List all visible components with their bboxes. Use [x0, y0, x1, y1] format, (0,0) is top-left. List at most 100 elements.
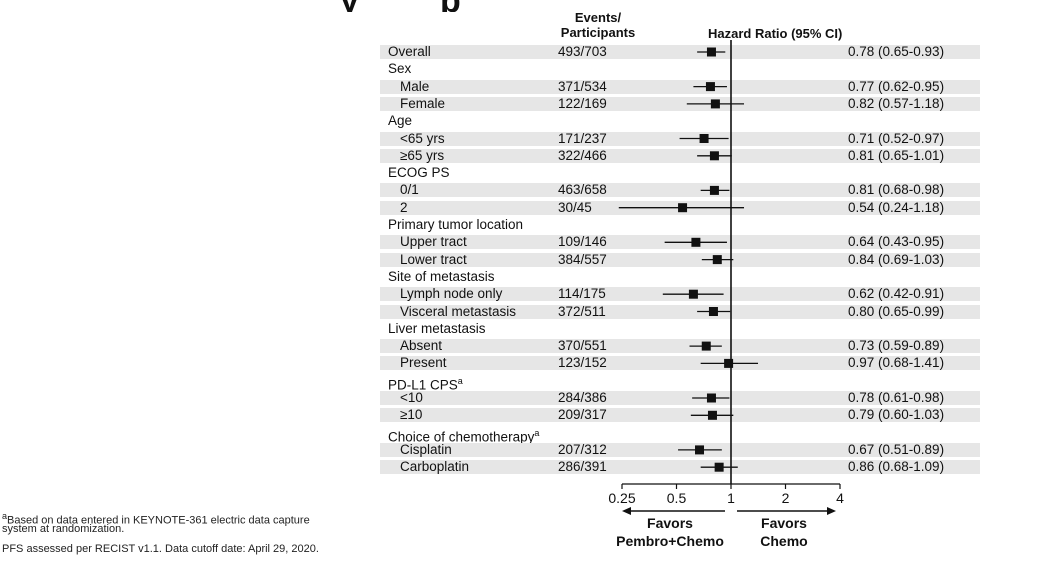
favors-left-label: Favors: [647, 515, 693, 531]
row-count: 463/658: [558, 182, 607, 198]
row-ci-text: 0.81 (0.65-1.01): [848, 147, 945, 163]
title-fragment: y p: [0, 0, 1064, 12]
row-label: ECOG PS: [388, 165, 450, 181]
hr-point: [709, 151, 719, 161]
row-ci-text: 0.84 (0.69-1.03): [848, 251, 945, 267]
row-ci-text: 0.54 (0.24-1.18): [848, 199, 945, 215]
row-ci-text: 0.77 (0.62-0.95): [848, 78, 945, 94]
footnote-marker: a: [2, 511, 8, 521]
row-count: 209/317: [558, 407, 607, 423]
row-count: 114/175: [558, 286, 606, 302]
events-header: Events/ Participants: [548, 10, 648, 40]
row-label: Present: [400, 355, 447, 371]
hr-point: [708, 307, 718, 316]
row-label: Overall: [388, 44, 431, 59]
row-count: 493/703: [558, 44, 607, 59]
hr-point: [714, 462, 724, 472]
x-tick-label: 2: [782, 490, 790, 506]
row-count: 171/237: [558, 130, 607, 146]
row-label: Primary tumor location: [388, 217, 524, 232]
footnote-line2: system at randomization.: [2, 523, 125, 535]
hr-point: [688, 289, 698, 299]
row-band: [380, 339, 980, 354]
row-ci-text: 0.64 (0.43-0.95): [848, 234, 945, 250]
row-label: Sex: [388, 61, 412, 77]
events-header-line2: Participants: [560, 25, 636, 40]
row-label: Absent: [400, 338, 443, 354]
row-ci-text: 0.73 (0.59-0.89): [848, 338, 945, 354]
row-count: 371/534: [558, 78, 607, 94]
row-count: 322/466: [558, 147, 607, 163]
row-ci-text: 0.97 (0.68-1.41): [848, 355, 945, 371]
row-ci-text: 0.79 (0.60-1.03): [848, 407, 945, 423]
row-ci-text: 0.86 (0.68-1.09): [848, 459, 945, 475]
row-label: <10: [400, 390, 423, 405]
row-ci-text: 0.82 (0.57-1.18): [848, 95, 945, 111]
x-tick-label: 4: [836, 490, 844, 506]
x-tick-label: 0.5: [667, 490, 687, 506]
hr-point: [707, 410, 717, 420]
favors-right-arrowhead: [827, 507, 836, 515]
x-tick-label: 1: [727, 490, 735, 506]
row-band: [380, 45, 980, 59]
row-label: PD-L1 CPSa: [388, 375, 463, 393]
row-label: Carboplatin: [400, 459, 470, 475]
events-header-line1: Events/: [574, 10, 622, 25]
row-count: 370/551: [558, 338, 607, 354]
hr-point: [706, 393, 716, 403]
row-label: Male: [400, 78, 430, 94]
title-fragment-right: p: [440, 0, 461, 12]
row-label: Lymph node only: [400, 286, 503, 302]
row-label-sup: a: [534, 427, 540, 438]
hr-point: [709, 185, 719, 195]
hr-point: [706, 47, 716, 57]
row-count: 286/391: [558, 459, 607, 475]
row-ci-text: 0.80 (0.65-0.99): [848, 303, 945, 319]
row-band: [380, 356, 980, 371]
row-label: Site of metastasis: [388, 268, 495, 284]
hr-header: Hazard Ratio (95% CI): [708, 26, 843, 41]
row-count: 384/557: [558, 251, 607, 267]
row-band: [380, 183, 980, 198]
row-band: [380, 391, 980, 405]
row-count: 284/386: [558, 390, 607, 405]
row-band: [380, 304, 980, 319]
favors-right-label: Favors: [761, 515, 807, 531]
row-label: Female: [400, 95, 446, 111]
row-ci-text: 0.81 (0.68-0.98): [848, 182, 945, 198]
row-label: <65 yrs: [400, 130, 445, 146]
row-label: 0/1: [400, 182, 419, 198]
row-band: [380, 408, 980, 423]
row-label: Visceral metastasis: [400, 303, 517, 319]
row-label: Upper tract: [400, 234, 467, 250]
row-label: Choice of chemotherapya: [388, 427, 540, 445]
row-count: 30/45: [558, 199, 592, 215]
row-ci-text: 0.78 (0.61-0.98): [848, 390, 945, 405]
row-ci-text: 0.67 (0.51-0.89): [848, 441, 945, 457]
row-label-sup: a: [457, 375, 463, 386]
row-ci-text: 0.78 (0.65-0.93): [848, 44, 945, 59]
row-band: [380, 460, 980, 475]
row-count: 123/152: [558, 355, 607, 371]
row-count: 109/146: [558, 234, 607, 250]
hr-point: [724, 358, 734, 368]
row-band: [380, 252, 980, 267]
row-band: [380, 96, 980, 111]
row-label: ≥10: [400, 407, 423, 423]
row-count: 207/312: [558, 441, 607, 457]
x-tick-label: 0.25: [608, 490, 635, 506]
hr-point: [705, 82, 715, 92]
hr-point: [710, 99, 720, 109]
row-band: [380, 79, 980, 94]
row-count: 122/169: [558, 95, 607, 111]
hr-point: [712, 255, 722, 265]
footnote-line1: aBased on data entered in KEYNOTE-361 el…: [2, 511, 310, 527]
hr-point: [695, 445, 705, 455]
hr-point: [678, 203, 688, 213]
favors-right-label: Chemo: [760, 533, 807, 549]
footnote-line3: PFS assessed per RECIST v1.1. Data cutof…: [2, 543, 319, 555]
row-label: ≥65 yrs: [400, 147, 445, 163]
hr-point: [691, 237, 701, 247]
row-label: Age: [388, 113, 413, 129]
